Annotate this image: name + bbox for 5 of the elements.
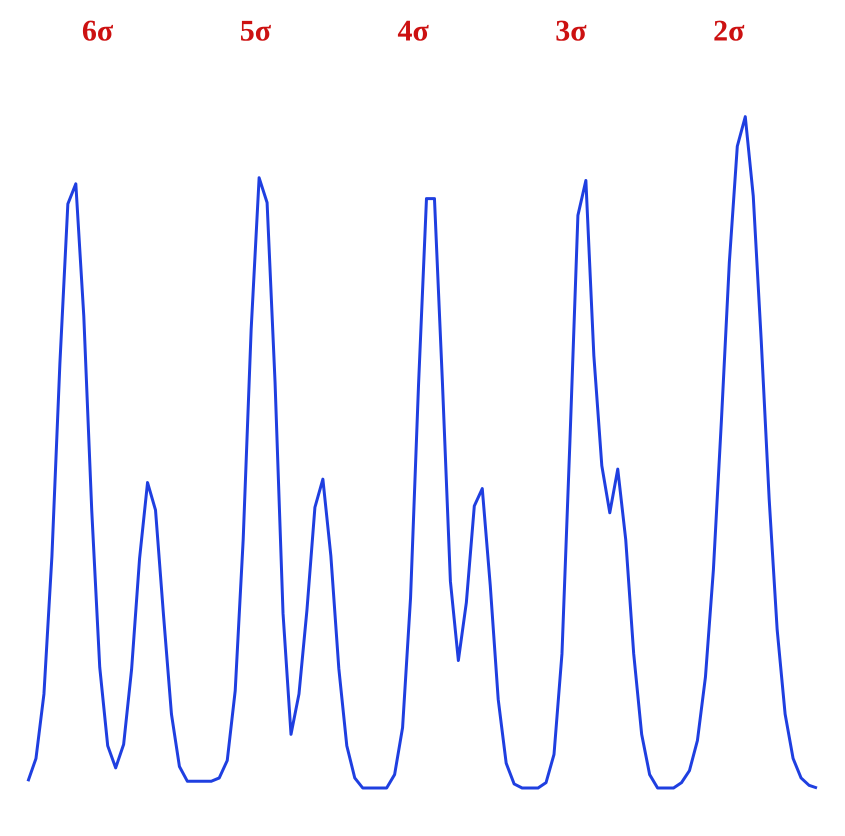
text: 6σ <box>82 14 114 48</box>
text: 5σ <box>240 14 272 48</box>
text: 3σ <box>555 14 588 48</box>
text: 2σ <box>713 14 746 48</box>
text: 4σ <box>398 14 430 48</box>
